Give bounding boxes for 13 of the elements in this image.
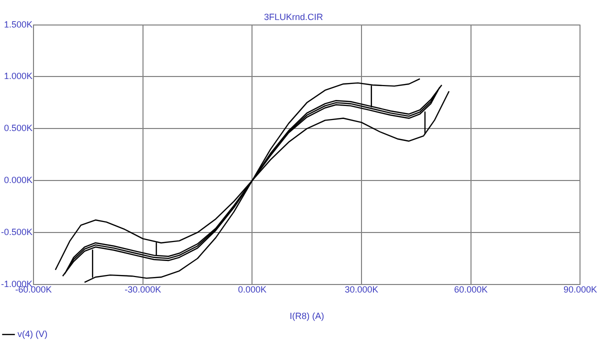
y-tick-label: 1.500K <box>4 19 33 30</box>
y-tick-label: -0.500K <box>0 226 33 237</box>
x-tick-label: -30.000K <box>124 284 162 294</box>
y-tick-label: 0.000K <box>4 175 33 186</box>
x-tick-label: 30.000K <box>344 284 378 294</box>
x-tick-label: 0.000K <box>238 284 266 294</box>
x-axis-title: I(R8) (A) <box>290 311 324 322</box>
legend-label: v(4) (V) <box>18 328 48 339</box>
chart-title: 3FLUKrnd.CIR <box>264 12 324 22</box>
y-tick-label: 0.500K <box>4 123 33 134</box>
x-tick-label: 60.000K <box>454 284 488 294</box>
y-tick-label: 1.000K <box>4 71 33 82</box>
x-tick-label: 90.000K <box>563 284 597 294</box>
